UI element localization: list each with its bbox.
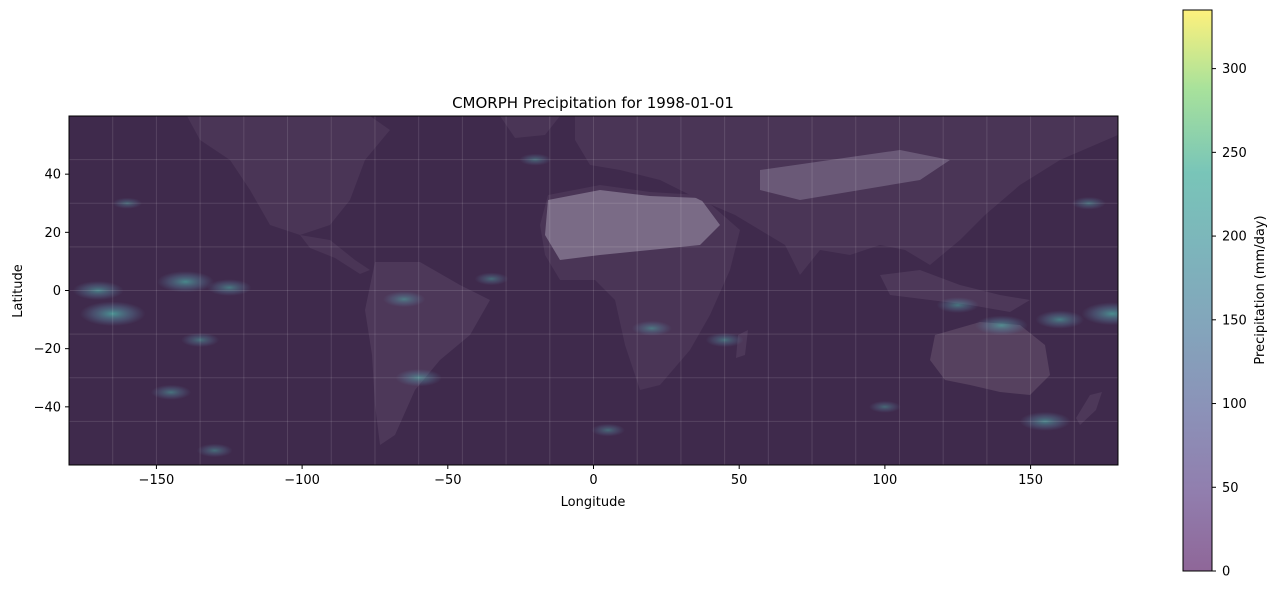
precip-cell [150,384,192,400]
y-tick-label: 0 [53,284,61,299]
precip-cell [112,197,143,209]
colorbar-label: Precipitation (mm/day) [1253,215,1268,364]
map-area [69,116,1118,465]
x-tick-label: −50 [434,473,461,488]
sahara-desert [545,190,720,260]
colorbar-tick-label: 200 [1222,230,1247,245]
x-axis-ticks: −150 −100 −50 0 50 100 150 [139,465,1043,488]
colorbar-tick-label: 250 [1222,146,1247,161]
precip-cell [474,272,509,286]
chart-title: CMORPH Precipitation for 1998-01-01 [452,94,734,112]
x-axis-label: Longitude [561,495,626,510]
precip-cell [868,400,901,413]
colorbar-tick-label: 50 [1222,481,1239,496]
y-tick-label: −40 [34,400,61,415]
x-tick-label: 50 [731,473,748,488]
y-tick-label: 20 [44,226,61,241]
north-america-landmass [187,116,390,235]
x-tick-label: 150 [1018,473,1043,488]
y-tick-label: 40 [44,168,61,183]
y-axis-label: Latitude [11,264,26,318]
precip-cell [1081,302,1118,326]
new-zealand-landmass [1076,392,1102,425]
x-tick-label: 0 [589,473,597,488]
greenland-landmass [500,116,560,138]
precip-cell [936,297,979,313]
colorbar-tick-label: 300 [1222,62,1247,77]
precip-cell [79,301,146,327]
x-tick-label: 100 [872,473,897,488]
precip-cell [975,315,1028,336]
x-tick-label: −100 [284,473,320,488]
colorbar: 0 50 100 150 200 250 300 Precipitation (mm/day… [1182,9,1268,580]
precip-cell [1035,310,1085,329]
precip-cell [181,332,220,348]
precip-cell [1019,411,1071,431]
eurasia-landmass [575,116,1118,275]
precip-cell [591,423,626,437]
australia-landmass [930,322,1050,395]
asia-desert [760,150,950,200]
precip-cell [196,443,233,458]
precip-cell [1071,196,1106,210]
precipitation-layer [72,153,1118,458]
grid-lines [69,116,1118,465]
south-america-landmass [365,262,490,445]
maritime-continent [880,270,1030,312]
y-axis-ticks: −40 −20 0 20 40 [34,168,69,415]
colorbar-ticks: 0 50 100 150 200 250 300 [1212,62,1247,580]
colorbar-gradient [1182,9,1213,572]
precip-cell [395,369,442,387]
precip-cell [207,279,252,296]
y-tick-label: −20 [34,342,61,357]
precip-cell [519,153,552,166]
precip-cell [72,280,124,301]
precip-cell [705,332,744,348]
precip-cell [382,291,426,308]
colorbar-tick-label: 0 [1222,565,1230,580]
colorbar-tick-label: 150 [1222,313,1247,328]
precip-cell [157,271,215,293]
central-america-landmass [300,235,370,274]
colorbar-tick-label: 100 [1222,397,1247,412]
x-tick-label: −150 [139,473,175,488]
precip-cell [631,320,672,336]
